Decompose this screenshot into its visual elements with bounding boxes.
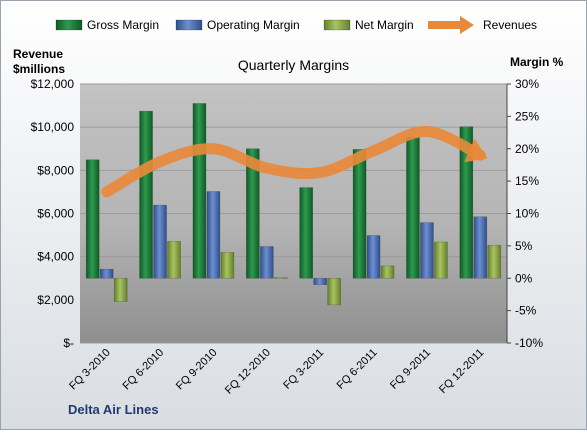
y-right-axis-label: Margin % (510, 55, 564, 69)
chart-title: Quarterly Margins (238, 57, 349, 73)
revenue-arrowhead (464, 138, 488, 163)
y-right-tick-label: 10% (515, 207, 539, 221)
bar-net-margin (274, 277, 288, 279)
bar-operating-margin (313, 277, 327, 286)
bar-gross-margin (85, 159, 100, 279)
bar-operating-margin (260, 246, 274, 279)
legend-label-gross-margin: Gross Margin (87, 18, 159, 32)
y-right-tick-label: -5% (515, 304, 537, 318)
bar-operating-margin (420, 222, 434, 279)
bar-operating-margin (153, 204, 167, 279)
y-left-tick-label: $8,000 (37, 163, 74, 177)
bar-net-margin (380, 265, 395, 279)
y-left-tick-label: $4,000 (37, 250, 74, 264)
bar-gross-margin (352, 149, 367, 279)
y-right-tick-label: 30% (515, 77, 539, 91)
bar-gross-margin (299, 187, 313, 279)
legend-swatch-revenues-arrow (460, 16, 474, 34)
legend-label-net-margin: Net Margin (355, 18, 414, 32)
bar-net-margin (327, 277, 341, 306)
bar-gross-margin (406, 136, 420, 279)
y-right-tick-label: 20% (515, 142, 539, 156)
legend-label-revenues: Revenues (483, 18, 537, 32)
y-right-tick-label: 0% (515, 271, 533, 285)
legend-swatch-operating-margin (175, 19, 203, 31)
bar-net-margin (487, 244, 502, 279)
legend-swatch-net-margin (323, 19, 351, 31)
y-right-tick-label: -10% (515, 336, 543, 350)
bar-net-margin (167, 241, 181, 279)
legend-swatch-gross-margin (55, 19, 83, 31)
bar-operating-margin (473, 216, 488, 279)
y-right-tick-label: 25% (515, 109, 539, 123)
bar-gross-margin (192, 103, 207, 279)
y-left-tick-label: $2,000 (37, 293, 74, 307)
bar-operating-margin (366, 235, 381, 279)
y-left-tick-label: $12,000 (31, 77, 75, 91)
bar-gross-margin (246, 148, 260, 279)
y-left-tick-label: $- (63, 336, 74, 350)
y-left-axis-label-line2: $millions (13, 62, 65, 76)
bar-operating-margin (99, 268, 114, 279)
bar-net-margin (434, 241, 448, 279)
y-left-axis-label-line1: Revenue (13, 47, 63, 61)
bar-gross-margin (459, 126, 474, 279)
bar-operating-margin (206, 191, 221, 279)
company-name: Delta Air Lines (68, 402, 159, 417)
bar-net-margin (113, 277, 128, 302)
y-left-tick-label: $10,000 (31, 120, 75, 134)
legend-label-operating-margin: Operating Margin (207, 18, 300, 32)
y-right-tick-label: 5% (515, 239, 533, 253)
y-left-tick-label: $6,000 (37, 207, 74, 221)
bar-gross-margin (139, 110, 153, 279)
y-right-tick-label: 15% (515, 174, 539, 188)
bar-net-margin (220, 252, 235, 279)
revenue-line (101, 125, 486, 198)
